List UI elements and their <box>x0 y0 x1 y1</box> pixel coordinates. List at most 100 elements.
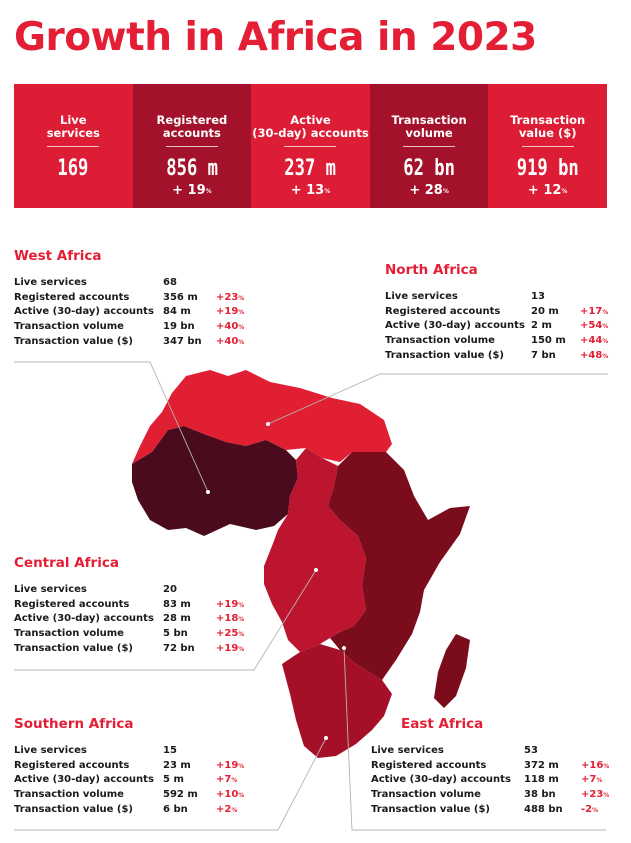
row-change: +44% <box>580 334 608 349</box>
region-title: West Africa <box>14 248 102 264</box>
change-value: +18 <box>216 613 239 625</box>
percent-sign: % <box>238 309 245 317</box>
region-stats: Live services 53 Registered accounts 372 m… <box>371 744 609 818</box>
change-value: +19 <box>216 759 239 771</box>
row-label: Transaction value ($) <box>371 803 491 815</box>
change-value: +7 <box>216 774 232 786</box>
stat-growth: + 12% <box>528 182 568 199</box>
row-label: Transaction volume <box>14 628 124 640</box>
region-title: Southern Africa <box>14 716 134 732</box>
percent-sign: % <box>238 631 245 639</box>
row-label: Transaction value ($) <box>385 349 505 361</box>
divider <box>403 146 456 147</box>
row-label: Live services <box>371 745 444 756</box>
change-value: +17 <box>580 305 603 317</box>
divider <box>47 146 100 147</box>
percent-sign: % <box>603 762 610 770</box>
change-value: +40 <box>216 335 239 347</box>
change-value: +54 <box>580 320 603 332</box>
row-value: 488 bn <box>524 803 563 815</box>
row-change: +2% <box>216 803 237 818</box>
region-north-africa: North Africa Live services 13 Registered … <box>385 262 608 364</box>
change-value: +25 <box>216 628 239 640</box>
row-value: 68 <box>163 277 177 288</box>
row-label: Transaction volume <box>14 321 124 333</box>
stat-label-line: Live <box>60 113 87 127</box>
row-change: +23% <box>581 788 609 803</box>
region-stats: Live services 15 Registered accounts 23 m +… <box>14 744 244 817</box>
row-value: 15 <box>163 745 177 756</box>
percent-sign: % <box>238 294 245 302</box>
map-region-east-africa <box>328 452 470 680</box>
stat-row: Transaction value ($) 488 bn -2% <box>371 803 598 818</box>
row-value: 20 <box>163 584 177 595</box>
row-value: 13 <box>531 291 545 302</box>
row-label: Transaction volume <box>14 789 124 801</box>
row-change: +17% <box>580 305 608 320</box>
change-value: +23 <box>216 291 239 303</box>
change-value: -2 <box>581 803 593 815</box>
leader-dot-north <box>266 422 270 426</box>
stat-live-services: Live services 169 <box>14 84 133 208</box>
row-value: 356 m <box>163 291 198 303</box>
stat-label-line: services <box>46 126 100 140</box>
stat-label-line: volume <box>405 126 453 140</box>
percent-sign: % <box>238 645 245 653</box>
row-label: Active (30-day) accounts <box>14 306 154 318</box>
row-change: +19% <box>216 598 244 613</box>
divider <box>165 146 218 147</box>
change-value: +40 <box>216 321 239 333</box>
divider <box>521 146 574 147</box>
region-central-africa: Central Africa Live services 20 Registere… <box>14 555 244 656</box>
row-value: 6 bn <box>163 803 188 815</box>
change-value: +19 <box>216 306 239 318</box>
row-change: -2% <box>581 803 598 818</box>
stat-label-line: Active <box>290 113 331 127</box>
row-label: Live services <box>14 277 87 288</box>
row-value: 20 m <box>531 305 559 317</box>
stat-value: 237 m <box>284 156 337 181</box>
stat-row: Registered accounts 20 m +17% <box>385 305 608 320</box>
map-region-southern-africa <box>282 644 392 758</box>
stat-row: Transaction volume 5 bn +25% <box>14 627 244 642</box>
row-change: +54% <box>580 319 608 334</box>
stat-row: Transaction volume 19 bn +40% <box>14 320 244 335</box>
percent-sign: % <box>324 188 331 195</box>
percent-sign: % <box>596 777 603 785</box>
stat-row: Active (30-day) accounts 2 m +54% <box>385 319 608 334</box>
stat-row: Live services 53 <box>371 744 538 759</box>
stat-row: Registered accounts 23 m +19% <box>14 759 244 774</box>
map-region-central-africa <box>264 448 366 652</box>
stat-row: Transaction value ($) 7 bn +48% <box>385 349 608 364</box>
region-east-africa: East Africa Live services 53 Registered a… <box>371 716 609 818</box>
region-stats: Live services 13 Registered accounts 20 m +… <box>385 290 608 364</box>
row-value: 23 m <box>163 759 191 771</box>
row-label: Active (30-day) accounts <box>385 320 525 332</box>
leader-line-east <box>343 647 606 831</box>
stat-label: Transaction volume <box>392 102 467 140</box>
region-title: North Africa <box>385 262 478 278</box>
row-change: +19% <box>216 305 244 320</box>
row-value: 72 bn <box>163 642 195 654</box>
change-value: +7 <box>581 774 597 786</box>
stat-growth: + 13% <box>291 182 331 199</box>
stat-transaction-value: Transaction value ($) 919 bn + 12% <box>488 84 607 208</box>
map-region-north-africa <box>132 370 392 464</box>
stat-label: Registered accounts <box>157 102 228 140</box>
row-change: +40% <box>216 335 244 350</box>
leader-dot-east <box>342 646 346 650</box>
percent-sign: % <box>238 616 245 624</box>
row-change: +7% <box>216 773 237 788</box>
page-title: Growth in Africa in 2023 <box>14 15 537 60</box>
row-label: Registered accounts <box>14 598 130 610</box>
stat-label-line: value ($) <box>518 126 577 140</box>
row-change: +16% <box>581 759 609 774</box>
percent-sign: % <box>205 188 212 195</box>
row-label: Active (30-day) accounts <box>14 774 154 786</box>
change-value: +16 <box>581 759 604 771</box>
row-change: +25% <box>216 627 244 642</box>
row-label: Registered accounts <box>371 759 487 771</box>
region-stats: Live services 20 Registered accounts 83 m +… <box>14 583 244 656</box>
row-label: Transaction value ($) <box>14 642 134 654</box>
stat-growth-value: + 13 <box>290 183 325 198</box>
